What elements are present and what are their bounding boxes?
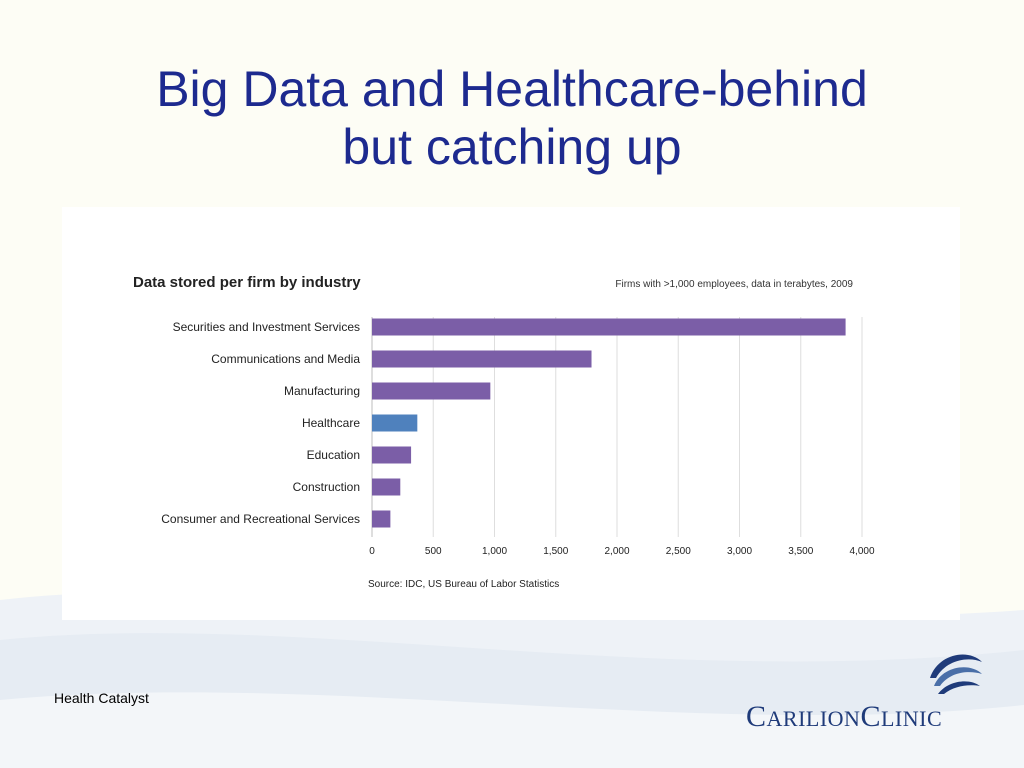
bar-securities-and-investment-services [372, 318, 846, 336]
category-labels: Securities and Investment Services Commun… [161, 320, 360, 526]
x-tick-label: 4,000 [849, 546, 874, 557]
grid-lines [371, 317, 863, 537]
slide-title-line-1: Big Data and Healthcare-behind [156, 60, 868, 117]
bar-construction [372, 478, 401, 496]
category-label: Construction [293, 480, 360, 494]
x-tick-label: 1,000 [482, 546, 507, 557]
x-tick-label: 0 [369, 546, 375, 557]
bar-chart: Data stored per firm by industry Firms w… [133, 274, 875, 590]
slide-title: Big Data and Healthcare-behind but catch… [20, 60, 1004, 176]
logo-wordmark-clinic: CLINIC [860, 700, 943, 733]
x-axis-tick-labels: 0 500 1,000 1,500 2,000 2,500 3,000 3,500 4,000 [369, 546, 875, 557]
logo-wordmark-carilion: CARILION [746, 700, 861, 733]
footer-text: Health Catalyst [54, 690, 149, 706]
x-tick-label: 1,500 [543, 546, 568, 557]
category-label: Healthcare [302, 416, 360, 430]
bar-healthcare [372, 414, 418, 432]
category-label: Consumer and Recreational Services [161, 512, 360, 526]
category-label: Securities and Investment Services [173, 320, 360, 334]
slide-title-line-2: but catching up [342, 118, 682, 175]
x-tick-label: 2,000 [604, 546, 629, 557]
category-label: Manufacturing [284, 384, 360, 398]
x-tick-label: 500 [425, 546, 442, 557]
bars [372, 318, 846, 528]
x-tick-label: 3,500 [788, 546, 813, 557]
carilion-clinic-logo: CARILIONCLINIC [742, 648, 992, 740]
chart-source: Source: IDC, US Bureau of Labor Statisti… [368, 579, 559, 590]
category-label: Communications and Media [211, 352, 360, 366]
chart-title: Data stored per firm by industry [133, 274, 361, 291]
bar-communications-and-media [372, 350, 592, 368]
bar-consumer-and-recreational-services [372, 510, 391, 528]
logo-wordmark: CARILIONCLINIC [746, 700, 942, 734]
category-label: Education [307, 448, 360, 462]
bar-education [372, 446, 412, 464]
carilion-swirl-icon [930, 654, 982, 694]
x-tick-label: 3,000 [727, 546, 752, 557]
bar-manufacturing [372, 382, 491, 400]
x-tick-label: 2,500 [666, 546, 691, 557]
chart-panel: Data stored per firm by industry Firms w… [62, 207, 960, 620]
chart-subtitle: Firms with >1,000 employees, data in ter… [615, 279, 853, 290]
